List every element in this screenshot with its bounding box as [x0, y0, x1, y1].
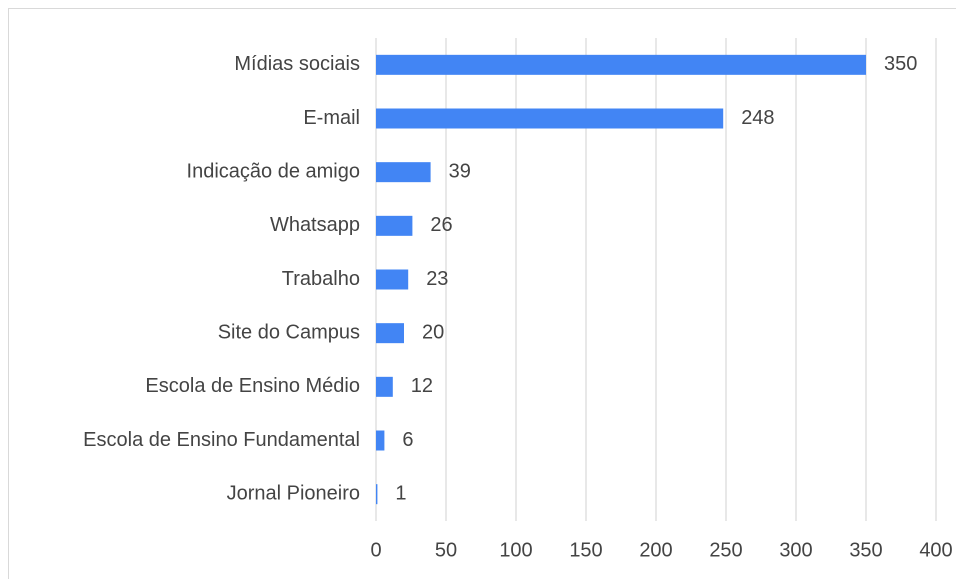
bar — [376, 376, 393, 397]
bar — [376, 484, 378, 505]
y-tick-label: Mídias sociais — [234, 53, 360, 75]
x-tick-label: 400 — [919, 539, 952, 561]
bar — [376, 162, 431, 183]
bar — [376, 215, 413, 236]
data-label: 6 — [402, 429, 413, 451]
x-tick-label: 100 — [499, 539, 532, 561]
data-label: 23 — [426, 268, 448, 290]
data-label: 350 — [884, 53, 917, 75]
y-tick-label: Indicação de amigo — [187, 160, 360, 182]
y-tick-label: E-mail — [303, 107, 360, 129]
chart-frame — [8, 8, 956, 579]
y-tick-label: Site do Campus — [218, 321, 360, 343]
x-tick-label: 200 — [639, 539, 672, 561]
x-tick-label: 0 — [370, 539, 381, 561]
bar — [376, 430, 385, 451]
y-tick-label: Whatsapp — [270, 214, 360, 236]
data-label: 39 — [449, 160, 471, 182]
x-tick-label: 250 — [709, 539, 742, 561]
y-tick-label: Escola de Ensino Médio — [145, 375, 360, 397]
x-tick-label: 300 — [779, 539, 812, 561]
bar — [376, 54, 866, 75]
data-label: 1 — [395, 482, 406, 504]
data-label: 20 — [422, 321, 444, 343]
x-tick-label: 350 — [849, 539, 882, 561]
data-label: 12 — [411, 375, 433, 397]
y-tick-label: Jornal Pioneiro — [227, 482, 360, 504]
x-tick-label: 150 — [569, 539, 602, 561]
bar — [376, 108, 724, 129]
y-tick-label: Trabalho — [282, 268, 360, 290]
data-label: 248 — [741, 107, 774, 129]
data-label: 26 — [430, 214, 452, 236]
bar — [376, 269, 409, 290]
bar — [376, 323, 404, 344]
x-tick-label: 50 — [435, 539, 457, 561]
y-tick-label: Escola de Ensino Fundamental — [83, 429, 360, 451]
